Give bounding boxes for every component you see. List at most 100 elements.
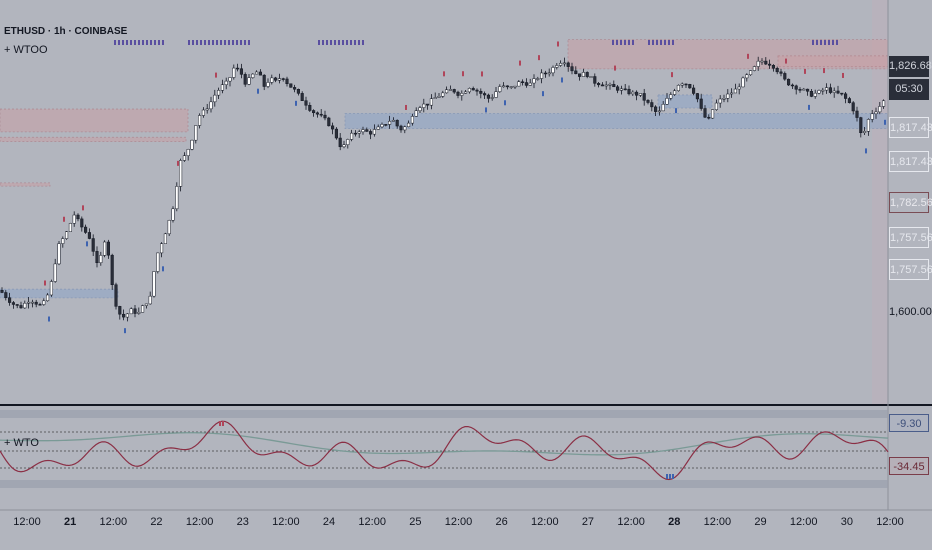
candle-body — [175, 186, 179, 210]
supply-zone-left — [0, 108, 189, 133]
osc-tag-slow: -9.30 — [889, 414, 929, 432]
candle-body — [635, 91, 639, 96]
candle-body — [661, 104, 665, 112]
time-axis-label: 25 — [409, 516, 422, 528]
time-axis-label: 21 — [64, 516, 77, 528]
marker-sell — [443, 71, 445, 77]
candle-body — [665, 98, 669, 105]
candles — [0, 56, 886, 322]
candle-body — [475, 89, 479, 92]
candle-body — [163, 233, 167, 244]
candle-body — [19, 305, 23, 309]
candle-body — [46, 294, 50, 302]
marker-top-row — [228, 40, 230, 45]
candle-body — [783, 73, 787, 80]
candle-body — [220, 84, 224, 91]
marker-top-row — [828, 40, 830, 45]
candle-body — [600, 84, 604, 87]
candle-body — [213, 94, 217, 103]
time-axis-label: 23 — [236, 516, 249, 528]
candle-body — [855, 110, 859, 118]
candle-body — [749, 70, 753, 76]
candle-body — [817, 90, 821, 94]
indicator-legend-main[interactable]: + WTOO — [4, 44, 48, 56]
candle-body — [882, 100, 886, 107]
candle-body — [711, 109, 715, 119]
candle-body — [859, 117, 863, 134]
candle-body — [448, 89, 452, 91]
candle-body — [460, 92, 464, 96]
candle-body — [209, 101, 213, 110]
candle-body — [650, 102, 654, 108]
candle-body — [616, 86, 620, 91]
candle-body — [874, 111, 878, 115]
marker-top-row — [188, 40, 190, 45]
candle-body — [684, 83, 688, 86]
marker-top-row — [832, 40, 834, 45]
candle-body — [228, 77, 232, 82]
candle-body — [623, 88, 627, 91]
marker-top-row — [620, 40, 622, 45]
candle-body — [171, 208, 175, 221]
candle-body — [99, 255, 103, 264]
candle-body — [851, 102, 855, 112]
symbol-title[interactable]: ETHUSD · 1h · COINBASE — [4, 26, 128, 37]
marker-top-row — [326, 40, 328, 45]
candle-body — [103, 241, 107, 256]
candle-body — [217, 90, 221, 96]
marker-sell — [215, 72, 217, 78]
candle-body — [167, 220, 171, 235]
candle-body — [129, 308, 133, 315]
indicator-legend-sub[interactable]: + WTO — [4, 437, 39, 449]
candle-body — [106, 241, 110, 256]
candle-body — [384, 124, 388, 126]
candle-body — [813, 92, 817, 97]
candle-body — [84, 226, 88, 233]
candle-body — [752, 66, 756, 71]
candle-body — [315, 112, 319, 115]
price-tag-level-1: 1,817.43 — [889, 117, 932, 138]
marker-top-row — [146, 40, 148, 45]
marker-sell — [462, 71, 464, 77]
osc-marker-sell — [222, 421, 224, 426]
candle-body — [61, 238, 65, 244]
candle-body — [148, 295, 152, 305]
candle-body — [646, 100, 650, 103]
marker-top-row — [656, 40, 658, 45]
candle-body — [65, 231, 69, 239]
candle-body — [741, 77, 745, 88]
candle-body — [361, 129, 365, 133]
candle-body — [274, 77, 278, 81]
time-axis-label: 12:00 — [531, 516, 559, 528]
candle-body — [239, 68, 243, 75]
candle-body — [34, 301, 38, 305]
marker-top-row — [824, 40, 826, 45]
candle-body — [236, 67, 240, 70]
candle-body — [821, 89, 825, 92]
marker-top-row — [354, 40, 356, 45]
marker-sell — [785, 58, 787, 64]
candle-body — [372, 129, 376, 135]
candle-body — [243, 74, 247, 85]
marker-buy — [124, 328, 126, 334]
candle-body — [593, 76, 597, 84]
candle-body — [346, 139, 350, 145]
candle-body — [152, 271, 156, 297]
candle-body — [198, 115, 202, 126]
marker-top-row — [816, 40, 818, 45]
osc-fast-line — [0, 420, 889, 481]
candle-body — [467, 88, 471, 93]
candle-body — [832, 90, 836, 93]
candle-body — [809, 91, 813, 97]
osc-marker-buy — [669, 474, 671, 479]
candle-body — [144, 303, 148, 306]
supply-zone-right-inner — [777, 55, 889, 68]
demand-zone-left — [0, 288, 119, 299]
candle-body — [555, 65, 559, 68]
candle-body — [574, 70, 578, 75]
candle-body — [399, 125, 403, 131]
candle-body — [638, 93, 642, 96]
candle-body — [699, 98, 703, 109]
